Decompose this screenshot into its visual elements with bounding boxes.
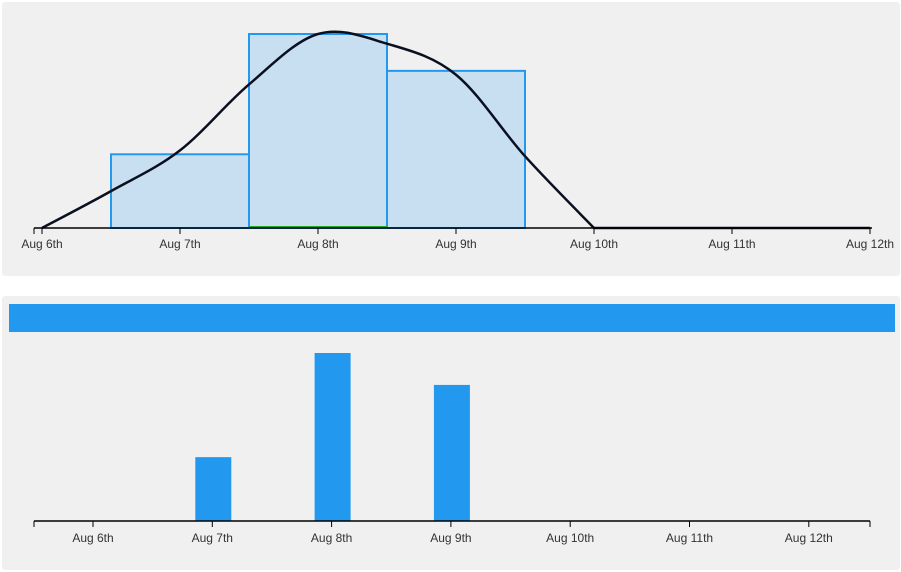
x-tick-label: Aug 9th xyxy=(430,531,471,545)
x-tick-label: Aug 12th xyxy=(846,237,894,251)
bar xyxy=(195,457,232,521)
x-tick-label: Aug 11th xyxy=(666,531,713,545)
x-tick-label: Aug 10th xyxy=(570,237,618,251)
bar xyxy=(433,384,470,521)
bar xyxy=(314,353,351,521)
x-tick-label: Aug 6th xyxy=(21,237,62,251)
x-tick-label: Aug 10th xyxy=(546,531,594,545)
x-tick-label: Aug 7th xyxy=(192,531,233,545)
x-tick-label: Aug 11th xyxy=(708,237,755,251)
x-tick-label: Aug 8th xyxy=(297,237,338,251)
x-tick-label: Aug 12th xyxy=(785,531,833,545)
x-tick-label: Aug 6th xyxy=(72,531,113,545)
range-selector-bar[interactable] xyxy=(9,304,895,332)
histogram-area xyxy=(111,34,525,228)
density-chart-panel: Aug 6th Aug 7th Aug 8th Aug 9th Aug 10th Aug … xyxy=(2,2,900,276)
density-line xyxy=(41,30,870,230)
x-tick-label: Aug 8th xyxy=(311,531,352,545)
density-chart: Aug 6th Aug 7th Aug 8th Aug 9th Aug 10th Aug … xyxy=(21,30,894,251)
x-tick-label: Aug 9th xyxy=(435,237,476,251)
bar-chart-panel: Aug 6th Aug 7th Aug 8th Aug 9th Aug 10th Aug … xyxy=(2,296,900,570)
bar-chart: Aug 6th Aug 7th Aug 8th Aug 9th Aug 10th Aug … xyxy=(33,353,871,545)
x-tick-label: Aug 7th xyxy=(159,237,200,251)
